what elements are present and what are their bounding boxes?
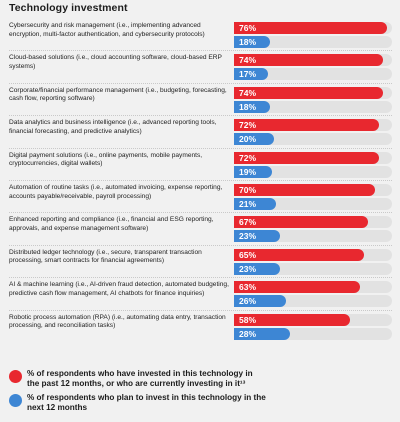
data-label: 18% <box>239 101 257 112</box>
bar-invested: 58% <box>234 313 351 326</box>
bar-invested: 63% <box>234 281 361 294</box>
category-row: Enhanced reporting and compliance (i.e.,… <box>0 216 400 244</box>
data-label: 23% <box>239 231 257 242</box>
bar-invested: 74% <box>234 86 383 99</box>
data-label: 74% <box>239 87 257 98</box>
bar-track: 20% <box>234 133 392 146</box>
row-separator <box>9 50 392 52</box>
bar-track: 26% <box>234 295 392 308</box>
category-label: Distributed ledger technology (i.e., sec… <box>9 248 202 265</box>
bar-track: 23% <box>234 262 392 275</box>
bar-plan: 28% <box>234 327 291 340</box>
bar-track: 18% <box>234 36 392 48</box>
row-separator <box>9 180 392 181</box>
bar-invested: 72% <box>234 151 379 164</box>
category-row: Corporate/financial performance manageme… <box>0 86 400 115</box>
category-label: Digital payment solutions (i.e., online … <box>9 151 203 168</box>
data-label: 23% <box>239 263 257 274</box>
row-separator <box>9 115 392 117</box>
data-label: 72% <box>239 120 257 131</box>
bar-plan: 23% <box>234 262 281 275</box>
bar-track: 18% <box>234 100 392 113</box>
bar-track: 28% <box>234 327 392 340</box>
bar-invested: 76% <box>234 22 387 34</box>
legend-label-invested: % of respondents who have invested in th… <box>27 369 253 388</box>
bar-track: 67% <box>234 216 392 229</box>
category-label: Automation of routine tasks (i.e., autom… <box>9 184 223 200</box>
bar-plan: 26% <box>234 295 287 308</box>
data-label: 65% <box>239 249 257 260</box>
data-label: 28% <box>239 328 257 339</box>
data-label: 18% <box>239 37 257 47</box>
data-label: 20% <box>239 134 257 145</box>
data-label: 67% <box>239 217 257 228</box>
bar-plan: 17% <box>234 68 269 81</box>
bar-invested: 65% <box>234 248 365 261</box>
category-row: Distributed ledger technology (i.e., sec… <box>0 248 400 277</box>
category-label: Cybersecurity and risk management (i.e.,… <box>9 22 205 38</box>
bar-track: 65% <box>234 248 392 261</box>
row-separator <box>9 277 392 279</box>
bar-track: 17% <box>234 68 392 81</box>
chart-title: Technology investment <box>9 2 128 14</box>
category-label: Robotic process automation (RPA) (i.e., … <box>9 313 226 330</box>
row-separator <box>9 244 392 246</box>
category-row: AI & machine learning (i.e., AI-driven f… <box>0 281 400 309</box>
category-label: Corporate/financial performance manageme… <box>9 86 227 103</box>
bar-plan: 18% <box>234 36 271 48</box>
category-row: Digital payment solutions (i.e., online … <box>0 151 400 180</box>
data-label: 58% <box>239 314 257 325</box>
bar-plan: 20% <box>234 133 275 146</box>
legend-label-plan: % of respondents who plan to invest in t… <box>27 393 266 412</box>
data-label: 74% <box>239 55 257 66</box>
bar-plan: 18% <box>234 100 271 113</box>
data-label: 26% <box>239 296 257 307</box>
category-row: Cloud-based solutions (i.e., cloud accou… <box>0 54 400 82</box>
row-separator <box>9 212 392 214</box>
bar-plan: 23% <box>234 230 281 243</box>
category-row: Robotic process automation (RPA) (i.e., … <box>0 313 400 342</box>
bar-track: 74% <box>234 54 392 67</box>
bar-plan: 19% <box>234 165 273 178</box>
bar-track: 23% <box>234 230 392 243</box>
bar-invested: 70% <box>234 184 375 196</box>
category-row: Automation of routine tasks (i.e., autom… <box>0 184 400 212</box>
category-label: Enhanced reporting and compliance (i.e.,… <box>9 216 214 232</box>
category-label: AI & machine learning (i.e., AI-driven f… <box>9 281 229 297</box>
bar-track: 76% <box>234 22 392 34</box>
bar-track: 72% <box>234 119 392 132</box>
data-label: 19% <box>239 166 257 177</box>
bar-track: 63% <box>234 281 392 294</box>
bar-track: 74% <box>234 86 392 99</box>
category-row: Cybersecurity and risk management (i.e.,… <box>0 22 400 50</box>
bar-invested: 67% <box>234 216 369 229</box>
legend-swatch-red <box>9 370 22 383</box>
row-separator <box>9 309 392 311</box>
row-separator <box>9 147 392 149</box>
bar-track: 19% <box>234 165 392 178</box>
bar-track: 21% <box>234 198 392 210</box>
bar-track: 72% <box>234 151 392 164</box>
category-label: Cloud-based solutions (i.e., cloud accou… <box>9 54 222 70</box>
category-label: Data analytics and business intelligence… <box>9 119 217 135</box>
data-label: 70% <box>239 185 257 195</box>
data-label: 72% <box>239 152 257 163</box>
legend-swatch-blue <box>9 394 22 407</box>
bar-plan: 21% <box>234 198 277 210</box>
data-label: 76% <box>239 23 257 33</box>
row-separator <box>9 82 392 84</box>
data-label: 63% <box>239 282 257 293</box>
data-label: 21% <box>239 199 257 209</box>
bar-invested: 74% <box>234 54 383 67</box>
bar-track: 70% <box>234 184 392 196</box>
bar-invested: 72% <box>234 119 379 132</box>
data-label: 17% <box>239 69 257 80</box>
bar-track: 58% <box>234 313 392 326</box>
category-row: Data analytics and business intelligence… <box>0 119 400 147</box>
